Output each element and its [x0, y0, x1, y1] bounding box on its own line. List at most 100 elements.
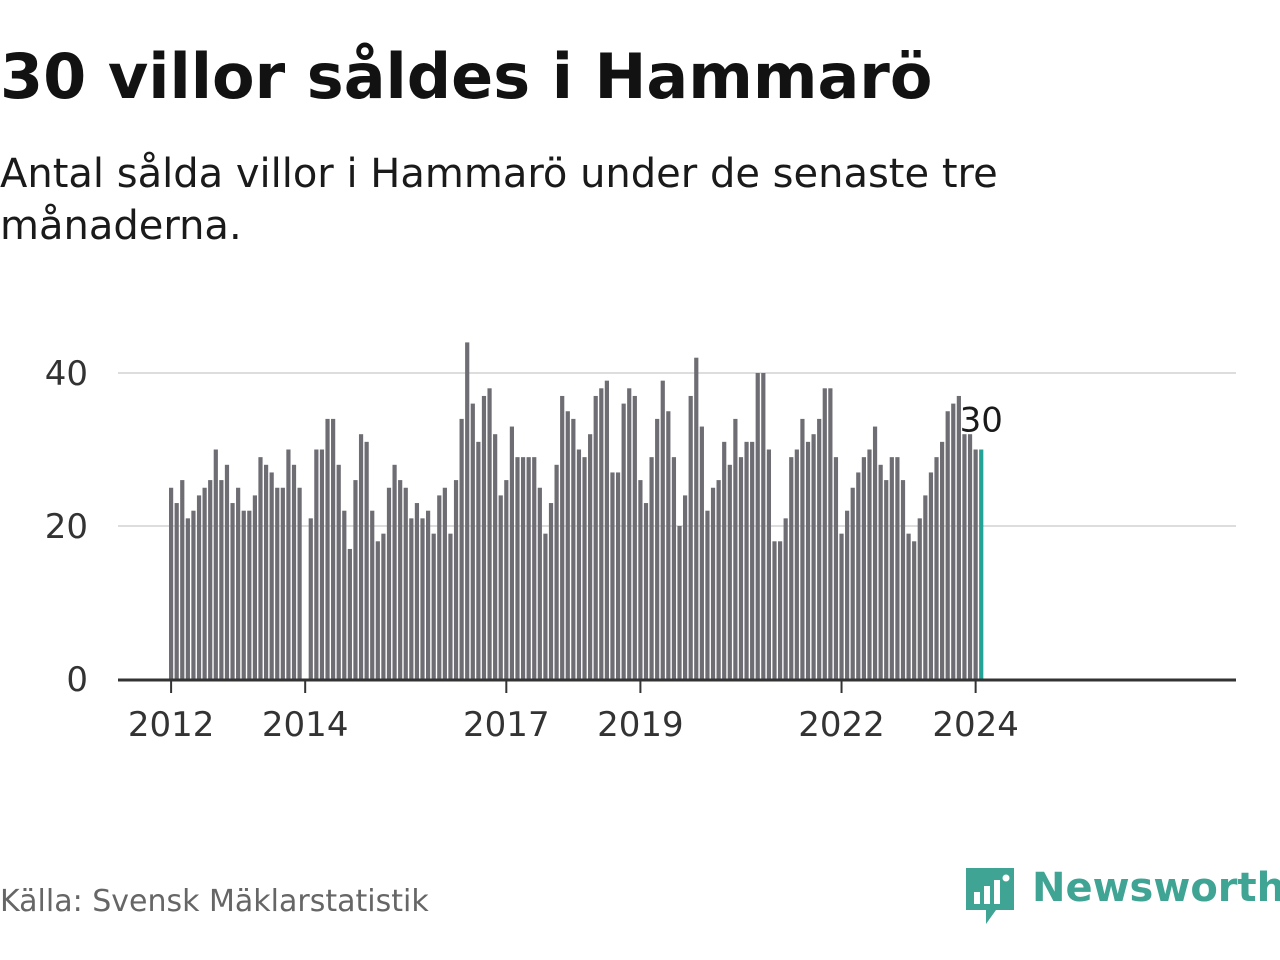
- bar: [604, 380, 609, 679]
- bar: [666, 411, 671, 679]
- newsworthy-logo-text: Newsworthy: [1032, 865, 1280, 911]
- bar: [291, 464, 297, 679]
- bar: [850, 487, 855, 679]
- newsworthy-logo: Newsworthy: [964, 864, 1280, 926]
- bar: [599, 388, 604, 679]
- x-tick-label: 2012: [128, 705, 215, 745]
- bar: [856, 472, 861, 679]
- bar: [576, 449, 582, 679]
- bar: [638, 480, 643, 679]
- bar: [699, 426, 704, 679]
- bar: [230, 503, 235, 679]
- bar: [487, 388, 492, 679]
- bar: [526, 457, 531, 679]
- bar: [683, 495, 688, 679]
- bar: [504, 480, 509, 679]
- x-tick-label: 2024: [932, 705, 1019, 745]
- x-tick-label: 2022: [798, 705, 885, 745]
- bar: [777, 541, 783, 679]
- bar: [582, 457, 587, 679]
- bar: [493, 434, 498, 679]
- bar: [789, 457, 794, 679]
- bar: [833, 457, 839, 679]
- bar: [861, 457, 866, 679]
- bar: [196, 495, 202, 679]
- bar: [615, 472, 621, 679]
- bar: [185, 518, 190, 679]
- bar: [520, 457, 526, 679]
- bar: [632, 395, 637, 679]
- bar: [358, 434, 364, 679]
- bar: [867, 449, 872, 679]
- bar: [878, 464, 883, 679]
- bar: [386, 487, 392, 679]
- bar: [208, 480, 213, 679]
- bar: [280, 487, 285, 679]
- bar: [509, 426, 515, 679]
- bar: [554, 464, 559, 679]
- bar-highlight: [979, 449, 984, 679]
- x-tick-label: 2017: [463, 705, 550, 745]
- bar: [414, 503, 420, 679]
- bar: [671, 457, 677, 679]
- bar: [297, 487, 302, 679]
- bar: [398, 480, 403, 679]
- bar: [649, 457, 654, 679]
- bar: [967, 434, 973, 679]
- bar: [543, 533, 548, 679]
- bar: [370, 510, 375, 679]
- bar: [548, 503, 554, 679]
- bar: [906, 533, 911, 679]
- bar: [766, 449, 772, 679]
- y-tick-label: 40: [45, 354, 88, 394]
- bar: [627, 388, 632, 679]
- x-tick-label: 2014: [262, 705, 349, 745]
- bar: [956, 395, 961, 679]
- bar: [381, 533, 386, 679]
- bar: [331, 418, 336, 679]
- bar: [236, 487, 241, 679]
- bar: [822, 388, 827, 679]
- x-tick-label: 2019: [597, 705, 684, 745]
- bar: [621, 403, 626, 679]
- bar: [845, 510, 850, 679]
- bar: [258, 457, 263, 679]
- bar: [560, 395, 565, 679]
- bar: [174, 503, 179, 679]
- bar: [403, 487, 408, 679]
- bar: [761, 373, 766, 679]
- bar: [610, 472, 615, 679]
- bar: [962, 434, 967, 679]
- bar: [912, 541, 917, 679]
- bar: [772, 541, 777, 679]
- bar: [515, 457, 520, 679]
- bar: [588, 434, 593, 679]
- bar: [224, 464, 230, 679]
- y-axis-ticks: 0 20 40: [45, 354, 88, 700]
- data-label-latest: 30: [960, 401, 1003, 441]
- bar: [895, 457, 900, 679]
- bars: [169, 342, 984, 679]
- bar: [917, 518, 922, 679]
- bar: [342, 510, 347, 679]
- bar: [353, 480, 358, 679]
- chart-subtitle: Antal sålda villor i Hammarö under de se…: [0, 151, 998, 249]
- bar: [437, 495, 442, 679]
- bar: [872, 426, 878, 679]
- bar: [643, 503, 649, 679]
- bar: [727, 464, 732, 679]
- bar: [928, 472, 934, 679]
- bar: [263, 464, 269, 679]
- bar: [593, 395, 598, 679]
- bar: [688, 395, 693, 679]
- bar: [755, 373, 760, 679]
- bar: [744, 441, 749, 679]
- bar: [431, 533, 436, 679]
- y-tick-label: 0: [66, 660, 88, 700]
- bar: [213, 449, 218, 679]
- bar: [660, 380, 665, 679]
- bar: [219, 480, 224, 679]
- bar: [800, 418, 805, 679]
- bar: [722, 441, 727, 679]
- bar: [453, 480, 459, 679]
